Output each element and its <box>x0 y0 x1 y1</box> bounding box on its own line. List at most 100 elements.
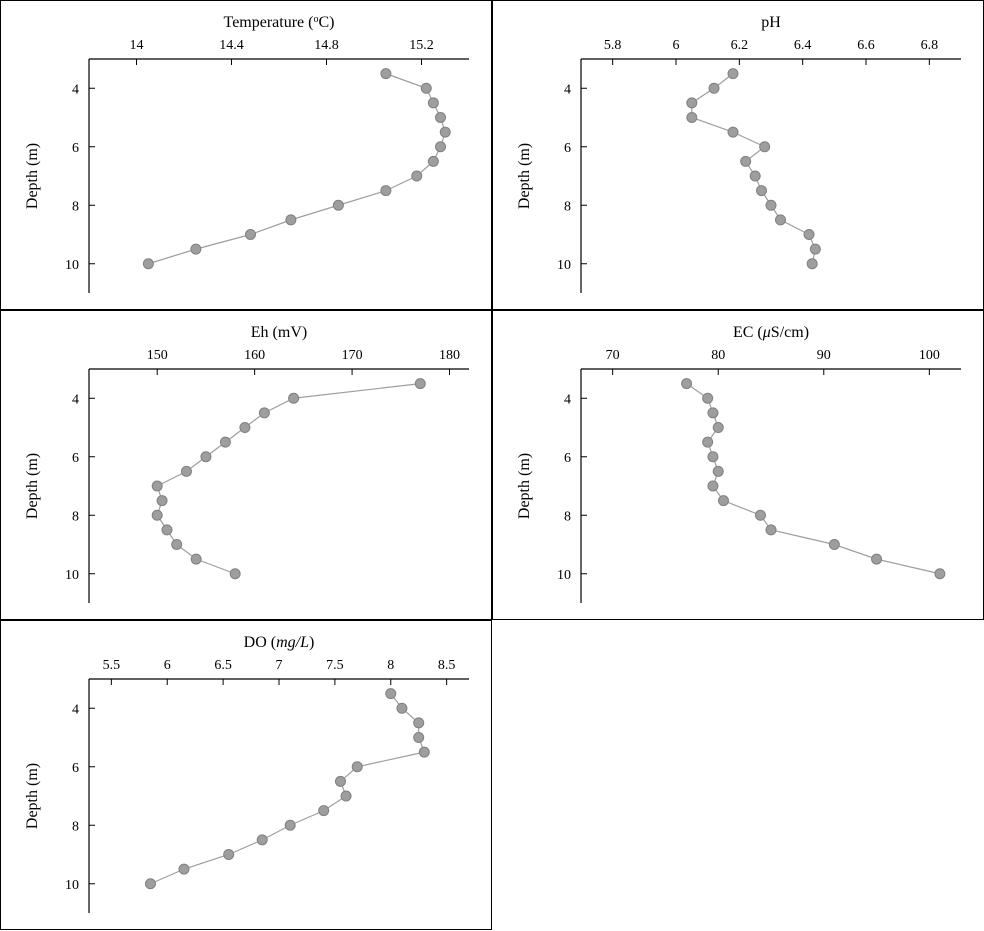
data-marker <box>760 142 770 152</box>
data-marker <box>381 186 391 196</box>
series-line <box>150 694 424 884</box>
data-marker <box>191 554 201 564</box>
data-marker <box>829 540 839 550</box>
panel-ec: 70809010046810EC (μS/cm)Depth (m) <box>492 310 984 620</box>
data-marker <box>152 510 162 520</box>
x-tick-label: 6.5 <box>214 658 232 673</box>
x-tick-label: 7 <box>276 658 283 673</box>
data-marker <box>333 200 343 210</box>
data-marker <box>741 156 751 166</box>
panel-temperature: 1414.414.815.246810Temperature (oC)Depth… <box>0 0 492 310</box>
data-marker <box>341 791 351 801</box>
y-axis-title: Depth (m) <box>24 453 41 519</box>
data-marker <box>172 540 182 550</box>
x-axis-title: pH <box>761 14 781 31</box>
data-marker <box>766 525 776 535</box>
x-tick-label: 7.5 <box>326 658 344 673</box>
series-line <box>687 384 940 574</box>
data-marker <box>224 850 234 860</box>
data-marker <box>436 113 446 123</box>
data-marker <box>713 423 723 433</box>
data-marker <box>179 864 189 874</box>
data-marker <box>257 835 267 845</box>
data-marker <box>428 98 438 108</box>
data-marker <box>428 156 438 166</box>
y-axis-title: Depth (m) <box>24 143 41 209</box>
data-marker <box>703 437 713 447</box>
x-axis-title: Eh (mV) <box>251 324 307 341</box>
data-marker <box>414 733 424 743</box>
data-marker <box>152 481 162 491</box>
y-tick-label: 6 <box>564 451 571 466</box>
x-tick-label: 14.8 <box>314 38 339 53</box>
data-marker <box>755 510 765 520</box>
x-tick-label: 5.5 <box>103 658 121 673</box>
data-marker <box>397 703 407 713</box>
x-tick-label: 6 <box>164 658 171 673</box>
data-marker <box>419 747 429 757</box>
data-marker <box>804 230 814 240</box>
y-tick-label: 8 <box>72 509 79 524</box>
x-tick-label: 6.6 <box>857 38 875 53</box>
data-marker <box>157 496 167 506</box>
data-marker <box>412 171 422 181</box>
y-tick-label: 6 <box>72 451 79 466</box>
data-marker <box>181 466 191 476</box>
y-tick-label: 10 <box>557 258 571 273</box>
data-marker <box>766 200 776 210</box>
data-marker <box>220 437 230 447</box>
x-tick-label: 8.5 <box>438 658 456 673</box>
x-axis-title: EC (μS/cm) <box>733 324 809 341</box>
data-marker <box>776 215 786 225</box>
y-tick-label: 4 <box>72 82 79 97</box>
y-tick-label: 8 <box>72 819 79 834</box>
x-axis-title: Temperature (oC) <box>224 14 335 31</box>
data-marker <box>687 98 697 108</box>
x-tick-label: 180 <box>439 348 460 363</box>
y-tick-label: 6 <box>564 141 571 156</box>
data-marker <box>286 215 296 225</box>
data-marker <box>289 393 299 403</box>
y-axis-title: Depth (m) <box>516 143 533 209</box>
y-tick-label: 4 <box>72 702 79 717</box>
data-marker <box>143 259 153 269</box>
series-line <box>157 384 420 574</box>
panel-empty <box>492 620 984 930</box>
data-marker <box>230 569 240 579</box>
data-marker <box>719 496 729 506</box>
series-line <box>148 74 445 264</box>
y-tick-label: 4 <box>564 392 571 407</box>
data-marker <box>682 379 692 389</box>
data-marker <box>708 408 718 418</box>
x-tick-label: 14 <box>130 38 144 53</box>
x-tick-label: 100 <box>919 348 940 363</box>
data-marker <box>687 113 697 123</box>
data-marker <box>201 452 211 462</box>
data-marker <box>872 554 882 564</box>
data-marker <box>703 393 713 403</box>
data-marker <box>191 244 201 254</box>
data-marker <box>145 879 155 889</box>
data-marker <box>757 186 767 196</box>
y-tick-label: 10 <box>65 568 79 583</box>
y-tick-label: 8 <box>564 509 571 524</box>
chart-grid: 1414.414.815.246810Temperature (oC)Depth… <box>0 0 984 931</box>
x-tick-label: 90 <box>817 348 831 363</box>
x-tick-label: 6.4 <box>794 38 812 53</box>
x-tick-label: 15.2 <box>409 38 434 53</box>
data-marker <box>935 569 945 579</box>
x-tick-label: 6.2 <box>731 38 749 53</box>
x-tick-label: 6.8 <box>921 38 939 53</box>
y-tick-label: 10 <box>65 258 79 273</box>
data-marker <box>436 142 446 152</box>
series-line <box>692 74 816 264</box>
data-marker <box>335 776 345 786</box>
data-marker <box>750 171 760 181</box>
x-tick-label: 8 <box>387 658 394 673</box>
x-tick-label: 160 <box>244 348 265 363</box>
data-marker <box>414 718 424 728</box>
data-marker <box>162 525 172 535</box>
data-marker <box>240 423 250 433</box>
data-marker <box>708 452 718 462</box>
y-tick-label: 10 <box>65 878 79 893</box>
